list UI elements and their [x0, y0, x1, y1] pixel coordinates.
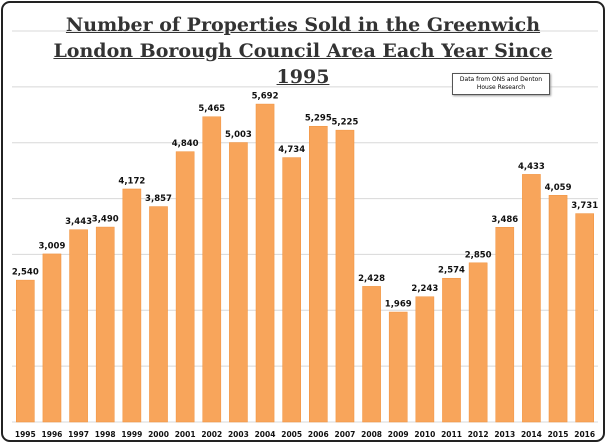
- x-tick-label: 1996: [42, 430, 63, 439]
- x-tick-label: 2002: [201, 430, 222, 439]
- x-tick-label: 2012: [468, 430, 489, 439]
- x-tick-label: 1995: [15, 430, 36, 439]
- x-tick-label: 2016: [574, 430, 595, 439]
- x-tick-label: 2007: [335, 430, 356, 439]
- value-label: 5,465: [198, 104, 225, 114]
- x-tick-label: 2011: [441, 430, 462, 439]
- x-tick-label: 2013: [494, 430, 515, 439]
- x-tick-label: 2015: [548, 430, 569, 439]
- bar: [282, 157, 301, 423]
- bar: [69, 229, 88, 423]
- x-tick-label: 1997: [68, 430, 89, 439]
- bar: [309, 125, 328, 423]
- bar: [522, 174, 541, 423]
- x-tick-label: 2001: [175, 430, 196, 439]
- x-tick-label: 2000: [148, 430, 169, 439]
- value-label: 5,295: [305, 114, 332, 124]
- bar: [255, 103, 275, 423]
- value-label: 3,490: [92, 215, 119, 225]
- bar: [175, 151, 195, 423]
- value-label: 4,433: [518, 162, 545, 172]
- value-label: 4,840: [172, 139, 199, 149]
- bar: [415, 296, 435, 423]
- chart-title: Number of Properties Sold in the Greenwi…: [53, 14, 553, 88]
- annotation: Data from ONS and Denton House Research: [452, 73, 550, 95]
- value-label: 2,428: [358, 274, 385, 284]
- value-label: 1,969: [385, 300, 412, 310]
- value-label: 5,003: [225, 130, 252, 140]
- bar: [122, 188, 142, 423]
- bar: [468, 262, 488, 423]
- value-label: 5,692: [252, 92, 279, 102]
- x-tick-label: 2010: [414, 430, 435, 439]
- x-tick-label: 2005: [281, 430, 302, 439]
- value-label: 2,574: [438, 266, 465, 276]
- value-label: 2,850: [465, 250, 492, 260]
- value-label: 5,225: [332, 118, 359, 128]
- value-label: 4,734: [278, 145, 305, 155]
- bar: [335, 129, 355, 423]
- bar: [202, 116, 222, 423]
- bar: [442, 277, 461, 423]
- bar: [229, 142, 248, 423]
- bar: [42, 253, 62, 423]
- value-label: 2,540: [12, 268, 39, 278]
- x-tick-label: 2008: [361, 430, 382, 439]
- value-label: 3,486: [491, 215, 518, 225]
- bar: [548, 195, 568, 423]
- x-tick-label: 2004: [255, 430, 276, 439]
- bar: [362, 286, 381, 423]
- value-label: 3,857: [145, 194, 172, 204]
- x-tick-label: 2009: [388, 430, 409, 439]
- x-tick-label: 2014: [521, 430, 542, 439]
- x-tick-label: 2006: [308, 430, 329, 439]
- value-label: 3,009: [39, 241, 66, 251]
- bar: [495, 227, 515, 423]
- bar: [16, 279, 35, 423]
- bar: [388, 311, 408, 423]
- x-tick-label: 2003: [228, 430, 249, 439]
- value-label: 4,059: [545, 183, 572, 193]
- x-tick-label: 1998: [95, 430, 116, 439]
- bar: [575, 213, 594, 423]
- bar: [95, 226, 115, 423]
- value-label: 3,731: [571, 201, 598, 211]
- value-label: 4,172: [118, 176, 145, 186]
- value-label: 3,443: [65, 217, 92, 227]
- bar: [149, 206, 168, 423]
- value-label: 2,243: [411, 284, 438, 294]
- x-tick-label: 1999: [121, 430, 142, 439]
